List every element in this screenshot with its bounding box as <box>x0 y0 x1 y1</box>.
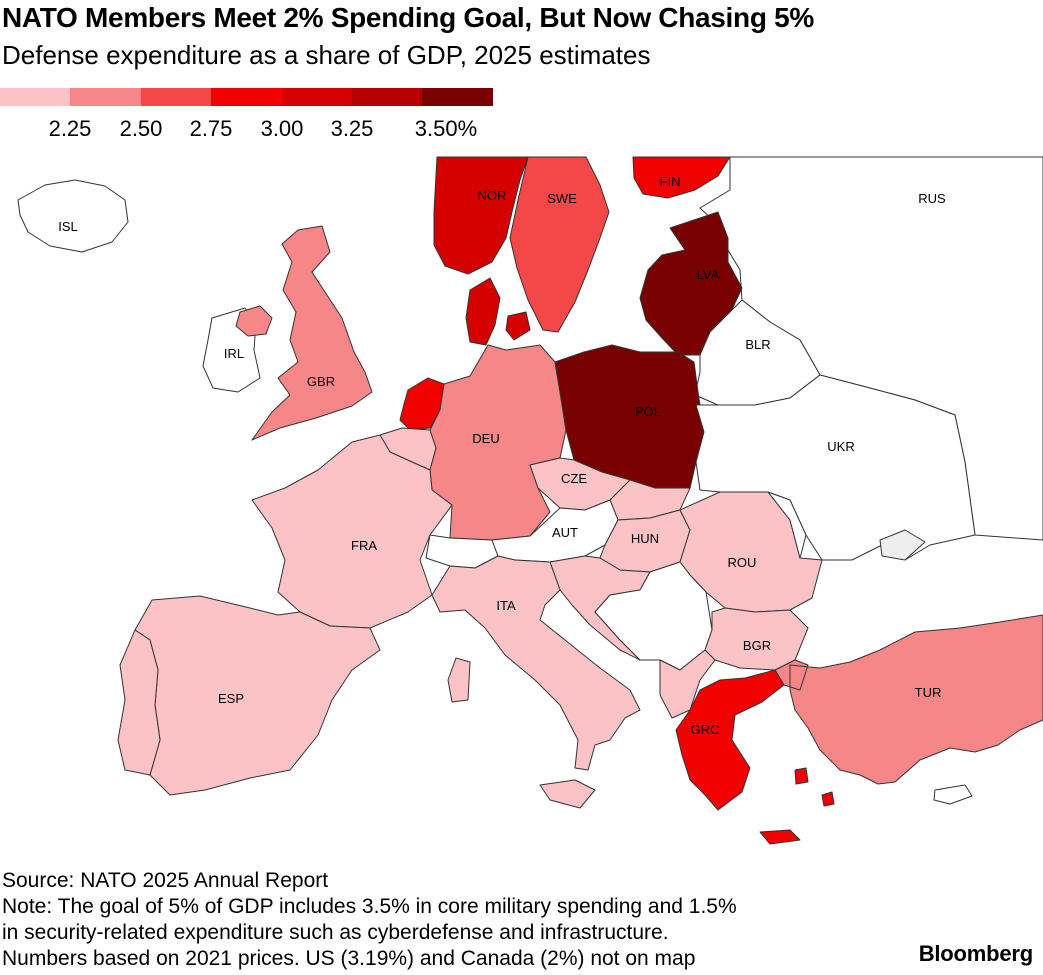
country-label-CZE: CZE <box>561 471 587 486</box>
country-ITA <box>431 555 641 809</box>
country-label-LVA: LVA <box>697 267 720 282</box>
footer-notes: Source: NATO 2025 Annual Report Note: Th… <box>2 868 737 972</box>
country-LVA <box>639 211 743 356</box>
country-SWE <box>509 156 610 333</box>
country-label-HUN: HUN <box>631 531 659 546</box>
country-label-FIN: FIN <box>660 174 681 189</box>
country-DEU <box>429 344 567 541</box>
country-label-GBR: GBR <box>307 374 335 389</box>
note-line-2: in security-related expenditure such as … <box>2 921 669 944</box>
legend-label: 3.25 <box>330 116 374 141</box>
country-label-NOR: NOR <box>478 188 507 203</box>
legend-swatch <box>0 88 71 106</box>
country-label-SWE: SWE <box>547 191 577 206</box>
country-label-DEU: DEU <box>472 431 499 446</box>
country-FIN <box>632 156 731 199</box>
crimea-area <box>879 529 926 561</box>
legend-label: 2.25 <box>48 116 92 141</box>
legend-label: 2.75 <box>189 116 233 141</box>
legend-label: 3.50% <box>414 116 478 141</box>
country-CYP <box>933 784 973 805</box>
country-label-GRC: GRC <box>691 722 720 737</box>
country-FRA <box>251 434 453 629</box>
country-ALB <box>659 649 716 719</box>
legend-swatch <box>351 88 423 106</box>
legend-color-bar <box>0 88 493 106</box>
europe-map: ISL NOR SWE FIN RUS IRL GBR LVA BLR <box>0 150 1043 860</box>
country-label-ITA: ITA <box>496 598 516 613</box>
color-legend: 2.25 2.50 2.75 3.00 3.25 3.50% <box>0 88 500 144</box>
country-label-POL: POL <box>635 404 661 419</box>
note-line-1: Note: The goal of 5% of GDP includes 3.5… <box>2 895 737 918</box>
country-label-IRL: IRL <box>224 346 244 361</box>
country-label-BLR: BLR <box>745 337 770 352</box>
source-text: Source: NATO 2025 Annual Report <box>2 869 329 892</box>
note-line-3: Numbers based on 2021 prices. US (3.19%)… <box>2 947 696 970</box>
bloomberg-logo: Bloomberg <box>918 941 1034 966</box>
country-label-BGR: BGR <box>743 638 771 653</box>
country-MDA <box>767 491 807 559</box>
country-label-FRA: FRA <box>351 538 377 553</box>
country-label-UKR: UKR <box>827 439 854 454</box>
legend-swatch <box>211 88 282 106</box>
chart-subtitle: Defense expenditure as a share of GDP, 2… <box>2 40 651 70</box>
country-DEU-DNK <box>465 277 531 346</box>
country-GRC <box>675 669 835 845</box>
legend-swatch <box>140 88 212 106</box>
country-ISL <box>17 179 129 253</box>
country-label-ROU: ROU <box>728 555 757 570</box>
chart-title: NATO Members Meet 2% Spending Goal, But … <box>2 2 814 33</box>
country-label-TUR: TUR <box>915 685 942 700</box>
country-GBR <box>235 225 373 441</box>
legend-label: 2.50 <box>119 116 163 141</box>
country-label-ESP: ESP <box>218 691 244 706</box>
legend-label: 3.00 <box>260 116 304 141</box>
legend-swatch <box>70 88 141 106</box>
country-PRT <box>117 629 161 776</box>
country-NOR <box>433 156 529 275</box>
country-TUR <box>774 614 1043 785</box>
legend-swatch <box>281 88 352 106</box>
country-label-ISL: ISL <box>58 219 78 234</box>
country-label-AUT: AUT <box>552 525 578 540</box>
country-NLD <box>399 377 445 431</box>
legend-swatch <box>422 88 493 106</box>
country-label-RUS: RUS <box>918 191 946 206</box>
